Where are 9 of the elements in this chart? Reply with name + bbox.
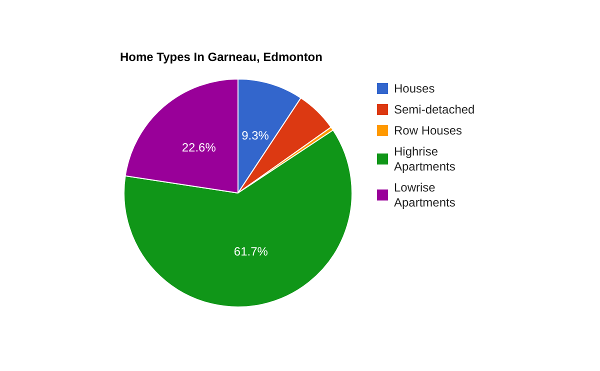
data-label: 9.3%	[242, 128, 270, 143]
chart-title: Home Types In Garneau, Edmonton	[120, 50, 322, 64]
legend-label: Row Houses	[394, 124, 462, 138]
legend-label: Highrise Apartments	[394, 144, 456, 174]
data-label: 22.6%	[182, 140, 216, 154]
legend-label: Semi-detached	[394, 102, 475, 116]
data-label: 61.7%	[234, 244, 268, 259]
legend-label: Lowrise Apartments	[394, 180, 456, 210]
legend-label: Houses	[394, 82, 435, 96]
